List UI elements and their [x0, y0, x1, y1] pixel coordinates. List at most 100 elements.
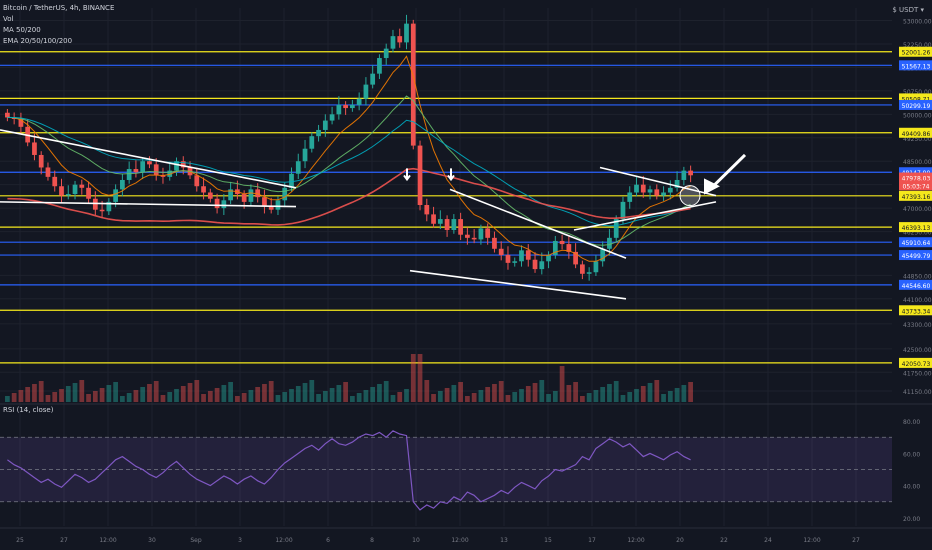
candle-body	[38, 154, 44, 168]
candle-body	[302, 148, 308, 162]
time-tick-label: 24	[764, 537, 772, 544]
candle-body	[377, 58, 382, 74]
candle-body	[539, 261, 545, 270]
candle-body	[201, 186, 206, 193]
price-tick-label: 48500.00	[903, 159, 932, 166]
candle-body	[5, 112, 10, 118]
volume-bar	[153, 381, 159, 402]
trendline	[409, 269, 627, 300]
volume-bar	[620, 395, 626, 402]
trendline	[0, 201, 297, 208]
volume-bar	[377, 384, 382, 402]
ma-indicator-label[interactable]: MA 50/200	[3, 26, 41, 34]
price-level-tag-label: 46393.13	[902, 225, 931, 232]
price-level-tag	[899, 279, 932, 290]
rsi-tick-label: 20.00	[903, 516, 920, 523]
volume-bar	[417, 354, 423, 402]
candle-body	[532, 259, 538, 270]
candle-body	[126, 169, 132, 180]
volume-bar	[336, 385, 342, 402]
candle-body	[444, 219, 450, 231]
price-level-tag-label: 44546.60	[902, 283, 931, 290]
down-arrow-annotation	[403, 168, 411, 182]
symbol-title[interactable]: Bitcoin / TetherUS, 4h, BINANCE	[3, 4, 115, 12]
volume-bar	[451, 385, 457, 402]
volume-bar	[113, 382, 118, 402]
candle-body	[674, 179, 680, 188]
time-tick-label: 15	[544, 537, 552, 544]
volume-bar	[437, 391, 443, 402]
time-tick-label: 12:00	[627, 537, 644, 544]
candle-body	[275, 200, 281, 210]
price-level-tag	[899, 190, 932, 201]
price-level-tag-label: 05:03:74	[903, 183, 930, 190]
price-level-tag	[899, 357, 932, 368]
candle-body	[241, 194, 247, 202]
price-level-tag	[899, 180, 932, 191]
volume-bar	[59, 389, 64, 402]
volume-bar	[11, 393, 17, 402]
volume-bar	[32, 384, 37, 402]
price-level-tag-label: 43733.34	[902, 308, 931, 315]
candle-body	[458, 219, 463, 235]
candle-body	[140, 161, 146, 173]
candle-body	[32, 142, 37, 155]
price-level-tag	[899, 250, 932, 261]
price-level-tag	[899, 46, 932, 57]
candle-body	[654, 189, 660, 196]
price-level-tag	[899, 305, 932, 316]
volume-bar	[559, 366, 565, 402]
candle-body	[309, 136, 315, 149]
trendline	[573, 201, 717, 231]
candle-body	[207, 192, 213, 199]
candle-body	[647, 189, 653, 193]
rsi-tick-label: 80.00	[903, 419, 920, 426]
candle-body	[512, 261, 518, 263]
price-tick-label: 44100.00	[903, 297, 932, 304]
currency-unit-selector[interactable]: $ USDT ▾	[892, 6, 924, 14]
candle-body	[593, 261, 599, 273]
candle-body	[72, 184, 78, 195]
volume-bar	[187, 383, 193, 402]
moving-average-line	[7, 167, 691, 226]
volume-bar	[295, 386, 301, 402]
volume-bar	[228, 382, 233, 402]
price-level-tag-label: 47393.16	[902, 194, 931, 201]
moving-average-line	[7, 95, 691, 246]
volume-bar	[350, 396, 355, 402]
candle-body	[505, 255, 511, 263]
candle-body	[228, 189, 233, 201]
rsi-indicator-label[interactable]: RSI (14, close)	[3, 406, 54, 414]
volume-bar	[282, 392, 288, 402]
price-level-tag-label: 49409.86	[902, 131, 931, 138]
candle-body	[613, 219, 619, 238]
candle-body	[383, 48, 389, 59]
down-arrow-annotation	[447, 168, 455, 182]
volume-bar	[546, 394, 551, 402]
candle-body	[92, 198, 98, 210]
volume-bar	[525, 386, 531, 402]
candle-body	[471, 237, 477, 240]
volume-indicator-label[interactable]: Vol	[3, 15, 14, 23]
candle-body	[546, 255, 551, 262]
volume-bar	[607, 384, 612, 402]
volume-bar	[126, 393, 132, 402]
time-tick-label: 22	[720, 537, 728, 544]
moving-average-line	[7, 116, 691, 227]
candle-body	[566, 244, 572, 252]
candle-body	[634, 184, 639, 193]
volume-bar	[512, 392, 518, 402]
volume-bar	[18, 390, 24, 402]
time-tick-label: 27	[60, 537, 68, 544]
price-tick-label: 44850.00	[903, 273, 932, 280]
candle-body	[262, 197, 267, 207]
price-tick-label: 42500.00	[903, 347, 932, 354]
volume-bar	[289, 389, 294, 402]
candle-body	[600, 248, 606, 262]
ema-indicator-label[interactable]: EMA 20/50/100/200	[3, 37, 73, 45]
volume-bar	[99, 388, 105, 402]
candle-body	[289, 173, 294, 188]
volume-bar	[600, 387, 606, 402]
candle-body	[147, 161, 152, 165]
